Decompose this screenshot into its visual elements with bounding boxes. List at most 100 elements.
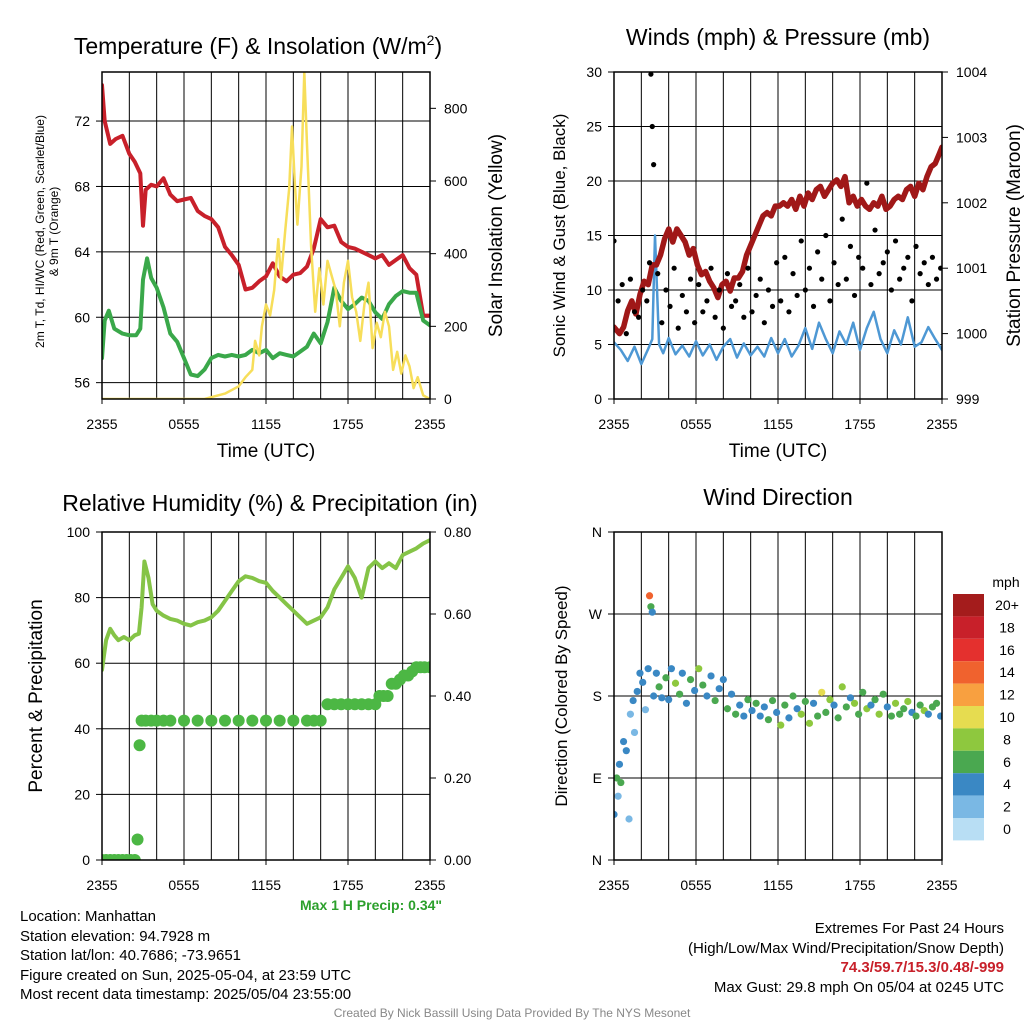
colorbar-label: 4	[1003, 776, 1011, 792]
chart-title-end: )	[434, 33, 442, 59]
precipitation-point	[273, 714, 286, 727]
y-tick-label: W	[589, 606, 603, 622]
direction-point	[686, 676, 695, 684]
colorbar-label: 18	[999, 619, 1015, 635]
x-tick-label: 2355	[598, 416, 629, 432]
extremes-values: 74.3/59.7/15.3/0.48/-999	[840, 959, 1004, 977]
gust-point	[831, 260, 837, 266]
colorbar-label: 16	[999, 642, 1015, 658]
gust-point	[905, 254, 911, 260]
location-text: Location: Manhattan	[20, 908, 156, 925]
gust-point	[733, 298, 739, 304]
direction-point	[822, 708, 830, 717]
gust-point	[704, 298, 710, 304]
gust-point	[765, 287, 772, 293]
y-tick-label: 60	[74, 309, 90, 325]
direction-point	[789, 692, 797, 700]
x-tick-label: 1155	[763, 416, 793, 432]
colorbar-swatch	[953, 616, 984, 639]
gust-point	[636, 314, 642, 320]
precipitation-point	[219, 714, 231, 727]
colorbar-swatch	[953, 683, 984, 706]
y-axis-label: Sonic Wind & Gust (Blue, Black)	[550, 114, 569, 358]
direction-point	[650, 692, 658, 700]
direction-point	[630, 728, 639, 737]
colorbar-label: 12	[999, 687, 1015, 703]
gust-point	[627, 276, 634, 282]
gust-point	[798, 238, 804, 244]
direction-point	[625, 815, 633, 823]
max-gust-text: Max Gust: 29.8 mph On 05/04 at 0245 UTC	[713, 978, 1004, 996]
gust-point	[925, 281, 931, 288]
gust-point	[921, 260, 927, 266]
gust-point	[741, 314, 747, 320]
gust-point	[769, 303, 776, 309]
extremes-legend: (High/Low/Max Wind/Precipitation/Snow De…	[688, 939, 1004, 957]
gust-point	[683, 309, 690, 315]
plot-frame	[613, 531, 943, 861]
credit-text: Created By Nick Bassill Using Data Provi…	[333, 1006, 691, 1020]
gust-point	[615, 298, 621, 304]
plot-frame	[101, 531, 431, 861]
direction-point	[629, 696, 637, 705]
direction-point	[736, 701, 744, 709]
direction-point	[777, 721, 785, 729]
station-info: Location: Manhattan Station elevation: 9…	[20, 907, 351, 1005]
recent-data-text: Most recent data timestamp: 2025/05/04 2…	[20, 986, 352, 1004]
direction-point	[615, 760, 624, 768]
direction-point	[887, 712, 896, 720]
chart-direction: N E S W N 2355 0555 1155 1755 2355 Wind Direction D…	[552, 484, 1020, 893]
gust-point	[700, 309, 706, 315]
direction-point	[826, 696, 834, 704]
colorbar-swatch	[953, 795, 984, 818]
direction-point	[619, 737, 628, 746]
colorbar-swatch	[953, 773, 984, 796]
gust-point	[708, 265, 714, 271]
direction-point	[655, 683, 663, 691]
gust-point	[679, 292, 685, 299]
direction-point	[633, 687, 641, 696]
gust-point	[868, 281, 874, 288]
2m-t-line	[102, 83, 430, 318]
precipitation-point	[191, 714, 204, 727]
gust-point	[745, 265, 751, 271]
gust-point	[649, 123, 655, 130]
x-tick-label: 2355	[414, 416, 445, 432]
gust-point	[823, 232, 829, 239]
direction-point	[752, 699, 760, 707]
direction-point	[703, 692, 711, 700]
y-tick-label: N	[592, 524, 602, 540]
gust-point	[872, 227, 878, 233]
y-tick-label: 10	[586, 282, 602, 298]
x-tick-label: 1155	[763, 877, 793, 893]
gust-point	[929, 254, 936, 260]
y-axis-label: Direction (Colored By Speed)	[552, 585, 571, 806]
y2-tick-label: 1003	[956, 129, 987, 145]
plot-area	[102, 72, 430, 399]
direction-point	[891, 699, 900, 707]
x-tick-label: 2355	[926, 877, 957, 893]
x-tick-label: 1755	[332, 877, 363, 893]
direction-point	[647, 603, 655, 611]
direction-point	[937, 712, 942, 720]
direction-point	[711, 696, 719, 705]
gust-point	[876, 271, 882, 277]
insolation-line	[102, 72, 430, 399]
chart-title: Wind Direction	[703, 484, 853, 510]
y2-tick-label: 800	[444, 100, 468, 116]
max-precip-label: Max 1 H Precip: 0.34"	[300, 897, 443, 913]
gust-point	[835, 281, 841, 288]
direction-point	[797, 710, 805, 718]
y-tick-label: 80	[74, 590, 90, 606]
x-tick-label: 2355	[86, 416, 117, 432]
direction-point	[760, 703, 768, 711]
gust-point	[778, 298, 784, 304]
direction-point	[846, 694, 855, 702]
direction-point	[639, 678, 647, 686]
colorbar-swatch	[953, 750, 984, 774]
precipitation-point	[314, 714, 327, 727]
gust-point	[806, 265, 813, 271]
created-text: Figure created on Sun, 2025-05-04, at 23…	[20, 966, 352, 984]
